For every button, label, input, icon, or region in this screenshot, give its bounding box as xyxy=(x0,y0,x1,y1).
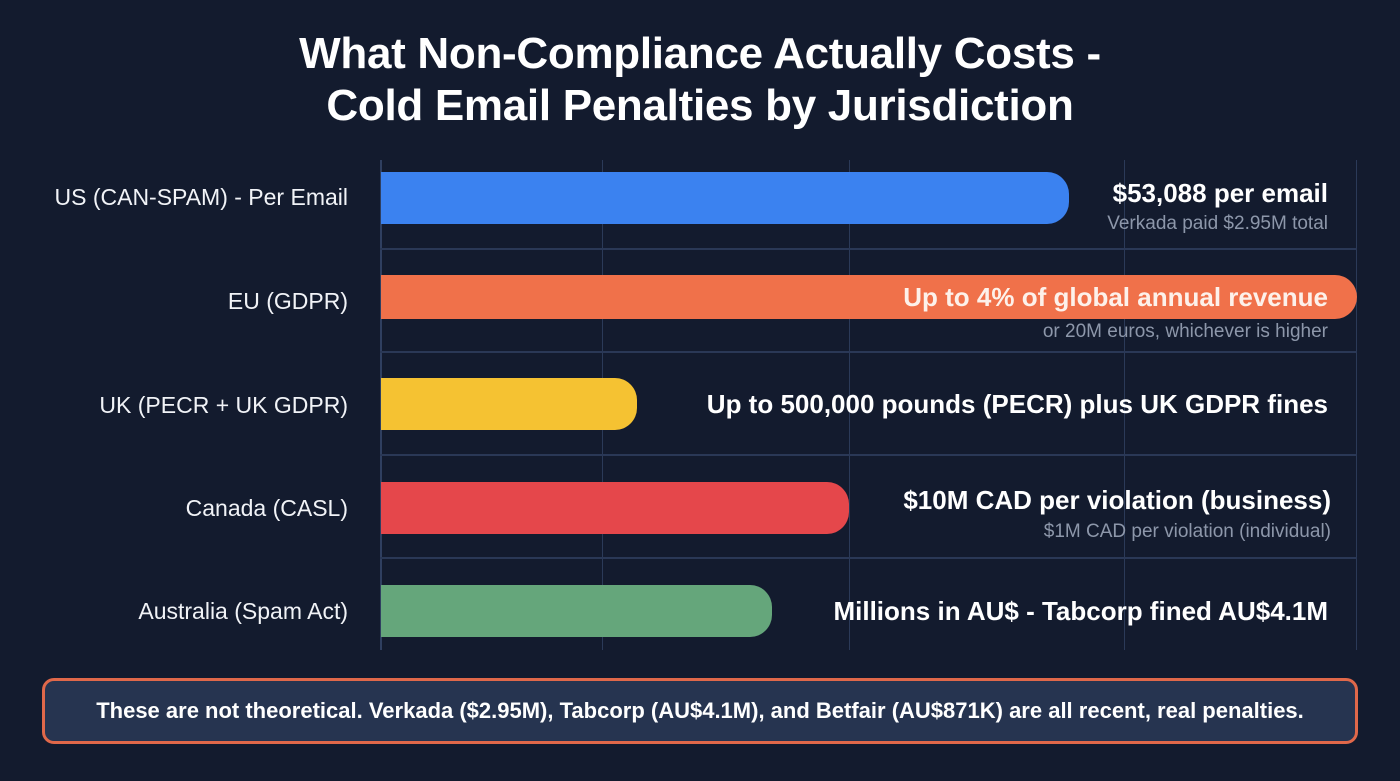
chart-title: What Non-Compliance Actually Costs - Col… xyxy=(0,28,1400,132)
bar-australia xyxy=(381,585,772,637)
bar-us xyxy=(381,172,1069,224)
grid-line-vertical xyxy=(849,160,850,650)
callout-box: These are not theoretical. Verkada ($2.9… xyxy=(42,678,1358,744)
bar-uk xyxy=(381,378,637,430)
grid-line-horizontal xyxy=(380,454,1357,456)
grid-line-horizontal xyxy=(380,248,1357,250)
bar-subannotation-us: Verkada paid $2.95M total xyxy=(1107,213,1328,234)
callout-text: These are not theoretical. Verkada ($2.9… xyxy=(96,698,1304,723)
bar-subannotation-eu: or 20M euros, whichever is higher xyxy=(1042,321,1328,342)
bar-eu xyxy=(381,275,1357,319)
category-label-canada: Canada (CASL) xyxy=(185,495,348,521)
bar-annotation-us: $53,088 per email xyxy=(1112,178,1328,208)
category-label-us: US (CAN-SPAM) - Per Email xyxy=(54,184,349,210)
bar-annotation-australia: Millions in AU$ - Tabcorp fined AU$4.1M xyxy=(833,596,1328,626)
bar-subannotation-canada: $1M CAD per violation (individual) xyxy=(1043,521,1331,542)
category-label-australia: Australia (Spam Act) xyxy=(138,598,348,624)
bar-annotation-eu: Up to 4% of global annual revenue xyxy=(903,282,1328,312)
bar-annotation-uk: Up to 500,000 pounds (PECR) plus UK GDPR… xyxy=(706,389,1328,419)
category-label-uk: UK (PECR + UK GDPR) xyxy=(99,392,348,418)
chart-title-line-2: Cold Email Penalties by Jurisdiction xyxy=(326,81,1074,130)
grid-line-horizontal xyxy=(380,557,1357,559)
grid-line-vertical xyxy=(1356,160,1357,650)
bar-canada xyxy=(381,482,849,534)
grid-line-vertical xyxy=(1124,160,1125,650)
bar-annotation-canada: $10M CAD per violation (business) xyxy=(903,485,1331,515)
grid-line-horizontal xyxy=(380,351,1357,353)
chart-title-line-1: What Non-Compliance Actually Costs - xyxy=(299,29,1101,78)
category-label-eu: EU (GDPR) xyxy=(227,288,348,314)
